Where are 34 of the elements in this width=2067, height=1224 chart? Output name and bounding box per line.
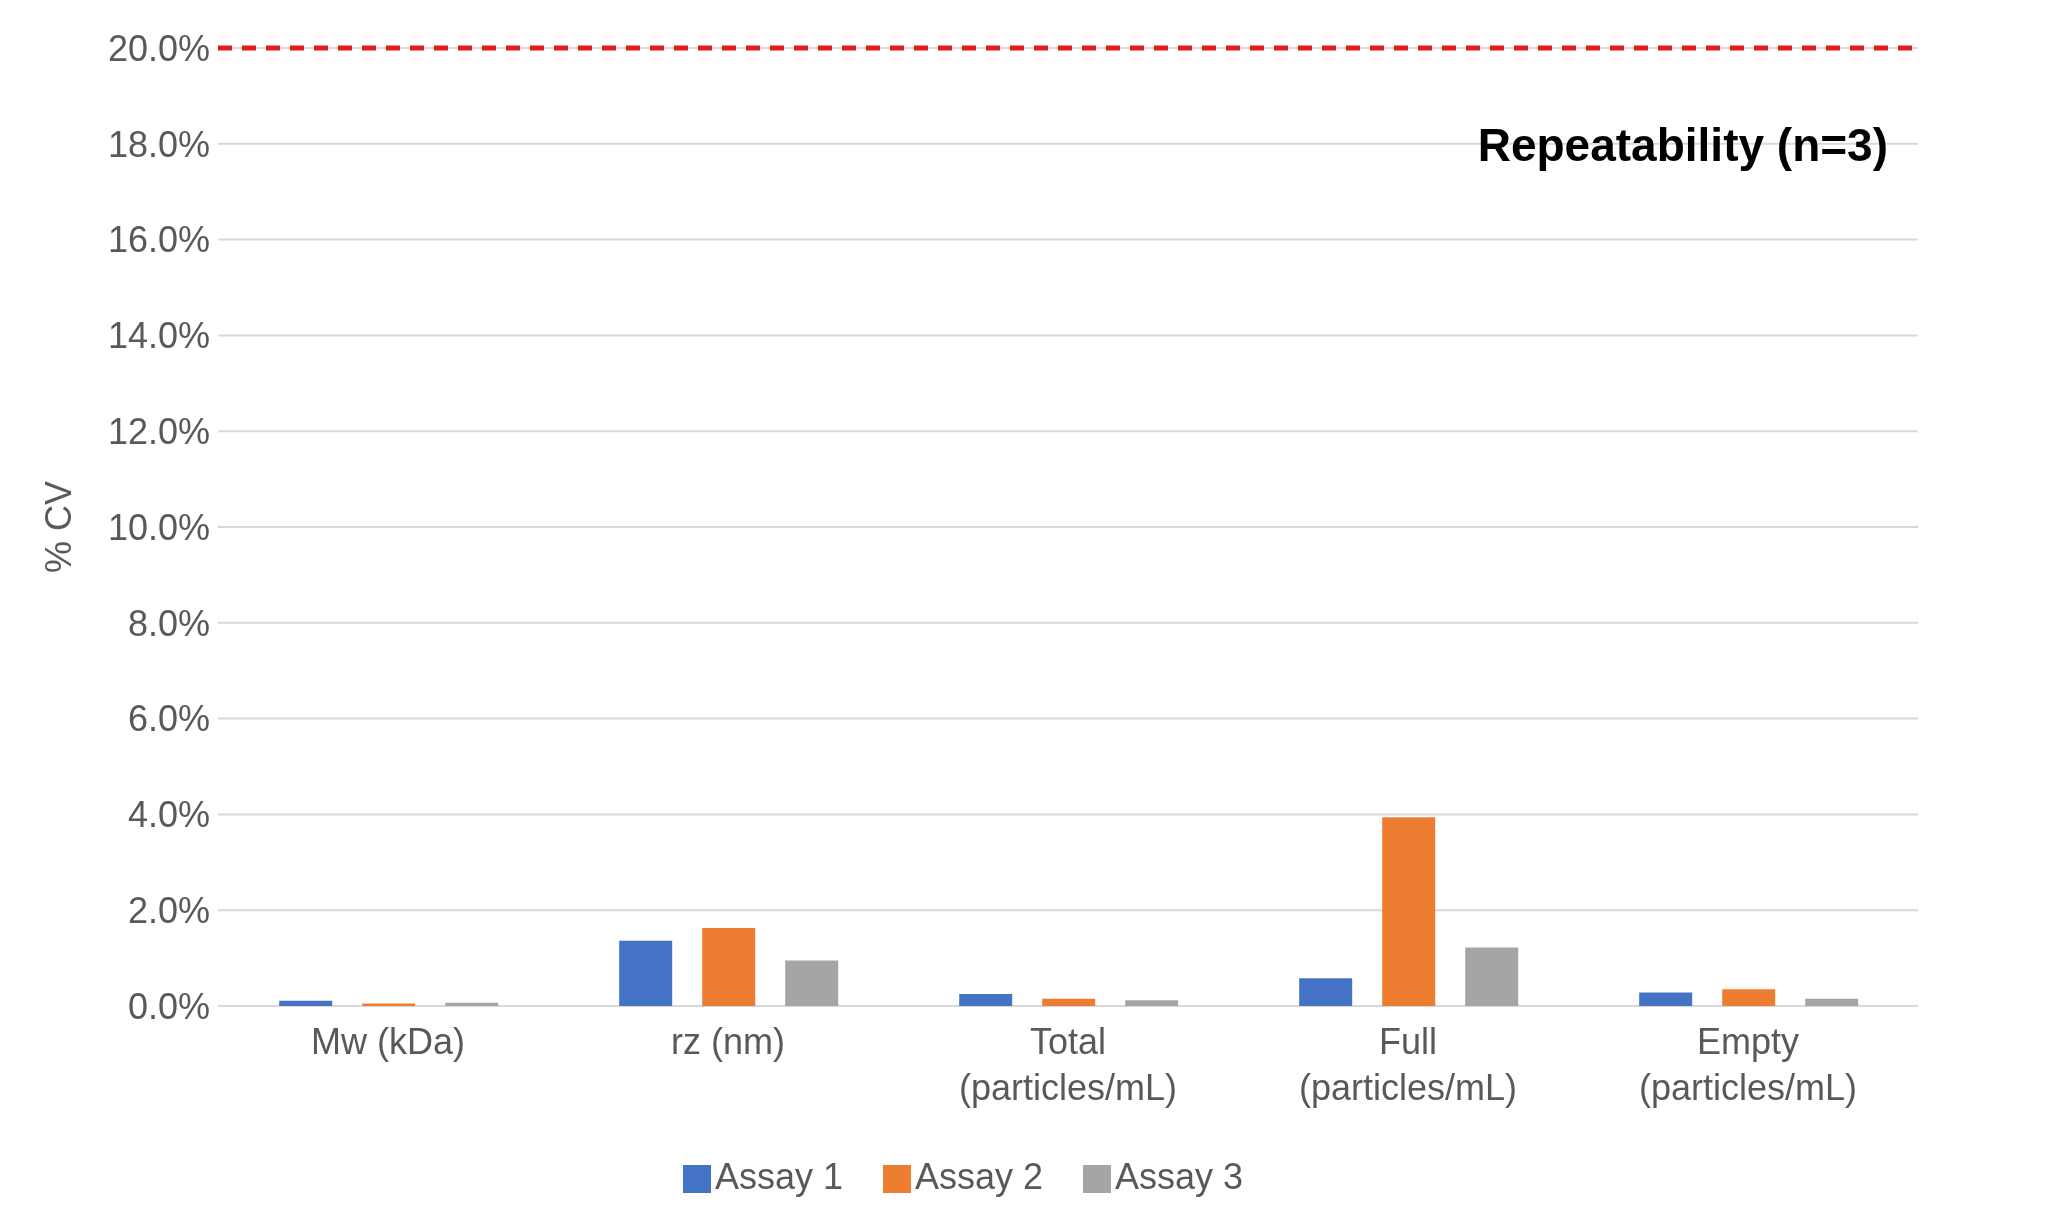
bar — [1125, 1000, 1179, 1006]
y-tick-label: 0.0% — [127, 985, 210, 1027]
y-tick-label: 20.0% — [107, 27, 210, 69]
bar — [1639, 992, 1693, 1006]
legend-label: Assay 2 — [914, 1156, 1044, 1197]
bar — [1299, 978, 1353, 1006]
legend-label: Assay 1 — [714, 1156, 843, 1197]
y-axis-title: % CV — [37, 480, 79, 574]
y-tick-label: 12.0% — [107, 410, 210, 452]
x-tick-label: rz (nm) — [671, 1021, 785, 1062]
bar — [619, 940, 673, 1006]
bar — [1722, 989, 1776, 1006]
y-tick-label: 10.0% — [107, 506, 210, 548]
bar — [959, 994, 1013, 1006]
legend-label: Assay 3 — [1115, 1156, 1244, 1197]
y-tick-label: 2.0% — [127, 889, 210, 931]
y-tick-label: 18.0% — [107, 123, 210, 165]
y-tick-label: 4.0% — [127, 794, 210, 836]
bar — [1465, 947, 1519, 1006]
y-tick-label: 14.0% — [107, 315, 210, 357]
x-tick-label: Mw (kDa) — [311, 1021, 465, 1062]
x-tick-label: Total (particles/mL) — [958, 1021, 1178, 1108]
x-tick-label: Empty (particles/mL) — [1638, 1021, 1858, 1108]
x-tick-label: Full (particles/mL) — [1298, 1021, 1518, 1108]
bar — [1042, 998, 1096, 1006]
bar — [279, 1000, 333, 1006]
bar — [1382, 817, 1436, 1006]
y-tick-label: 8.0% — [127, 602, 210, 644]
bar — [702, 927, 756, 1006]
y-tick-label: 6.0% — [127, 698, 210, 740]
annotation: Repeatability (n=3) — [1477, 118, 1888, 172]
y-tick-label: 16.0% — [107, 219, 210, 261]
bar — [785, 960, 839, 1006]
bar — [1805, 998, 1859, 1006]
